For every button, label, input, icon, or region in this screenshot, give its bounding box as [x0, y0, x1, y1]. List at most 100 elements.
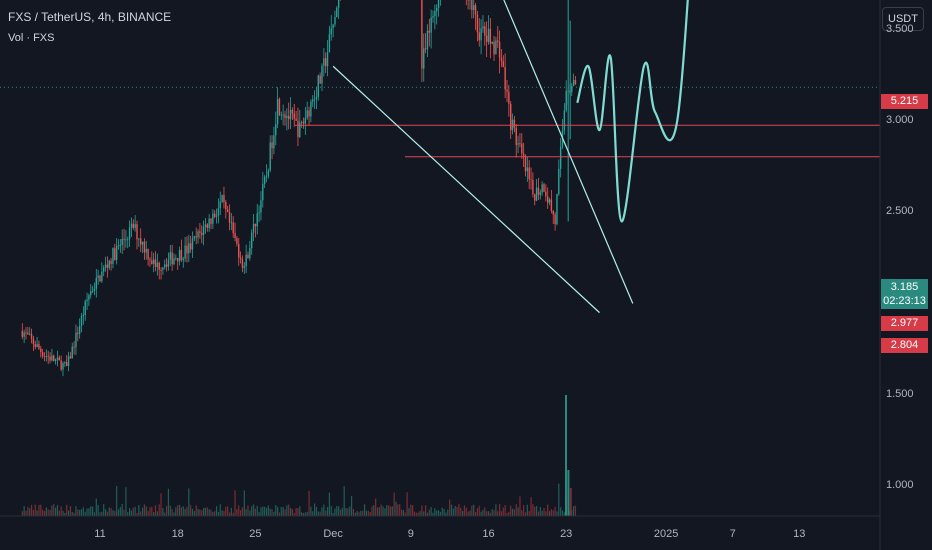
volume-bar — [190, 505, 192, 516]
candle-body — [271, 142, 273, 149]
candle-body — [53, 355, 55, 361]
candle-body — [188, 243, 190, 254]
volume-bar — [241, 507, 244, 516]
volume-bar — [291, 509, 293, 516]
volume-bar — [265, 508, 268, 516]
candle-body — [310, 101, 312, 117]
volume-bar — [23, 506, 25, 516]
volume-bar — [295, 508, 297, 516]
volume-bar — [27, 506, 29, 516]
wedge-lower-trendline — [332, 65, 600, 314]
candle-body — [64, 362, 66, 364]
candle-body — [56, 357, 59, 360]
candle-body — [480, 28, 482, 41]
candle-body — [526, 167, 529, 172]
volume-bar — [315, 506, 318, 516]
candle-body — [506, 89, 508, 92]
current-price-value: 3.185 — [890, 281, 919, 293]
candle-body — [545, 191, 547, 197]
candle-body — [254, 223, 257, 227]
volume-bar — [193, 511, 195, 516]
candle-body — [428, 30, 430, 33]
time-tick-label: 16 — [482, 528, 495, 540]
volume-bar — [160, 493, 162, 516]
volume-bar — [282, 506, 284, 516]
candle-body — [574, 80, 577, 85]
candle-body — [121, 238, 123, 246]
candle-body — [69, 356, 72, 359]
candle-body — [90, 291, 92, 296]
volume-bar — [412, 505, 414, 516]
volume-bar — [116, 486, 118, 516]
candle-body — [77, 332, 79, 334]
candle-body — [262, 183, 264, 201]
volume-bar — [539, 506, 541, 516]
candle-body — [289, 109, 292, 120]
volume-bar — [506, 512, 508, 516]
volume-bar — [38, 504, 40, 516]
time-tick-label: 23 — [560, 528, 573, 540]
volume-bar — [445, 512, 447, 516]
candle-body — [423, 48, 425, 69]
candle-body — [73, 346, 75, 348]
volume-bar — [336, 506, 338, 516]
candle-body — [230, 222, 233, 224]
candle-body — [212, 213, 214, 224]
price-tick-label: 1.000 — [886, 479, 914, 491]
volume-bar — [354, 512, 356, 516]
volume-bar — [178, 504, 181, 516]
candle-body — [99, 275, 101, 282]
volume-bar — [156, 511, 158, 516]
candle-body — [54, 359, 57, 361]
volume-bar — [256, 505, 258, 516]
volume-bar — [317, 511, 319, 516]
volume-bar — [484, 507, 486, 516]
candle-body — [225, 202, 227, 210]
candle-body — [197, 231, 199, 238]
projected-price-path — [576, 0, 689, 223]
volume-bar — [269, 508, 271, 516]
volume-bar — [321, 507, 323, 516]
volume-bar — [384, 508, 386, 516]
candle-body — [297, 120, 299, 138]
currency-button[interactable]: USDT — [882, 7, 924, 31]
candle-body — [245, 254, 247, 267]
candle-body — [522, 153, 525, 156]
candle-body — [487, 28, 490, 42]
volume-bar — [388, 505, 390, 516]
volume-bar — [326, 506, 329, 516]
candle-body — [143, 241, 146, 253]
volume-bar — [151, 506, 153, 516]
volume-bar — [330, 506, 332, 516]
candle-body — [267, 170, 270, 177]
volume-bar — [271, 509, 273, 516]
candle-body — [206, 224, 208, 228]
volume-bar — [197, 508, 199, 516]
candle-body — [291, 109, 294, 114]
volume-bar — [90, 506, 92, 516]
candle-body — [424, 48, 427, 50]
candle-body — [128, 227, 131, 240]
volume-bar — [204, 507, 207, 516]
candle-body — [41, 352, 44, 357]
volume-bar — [463, 505, 466, 516]
candle-body — [67, 356, 70, 366]
candle-body — [112, 248, 114, 264]
volume-bar — [323, 504, 325, 516]
volume-bar — [262, 506, 264, 516]
candle-body — [201, 232, 203, 235]
candle-body — [484, 26, 486, 36]
volume-bar — [467, 511, 469, 516]
volume-bar — [169, 505, 171, 516]
candle-body — [60, 360, 62, 370]
volume-bar — [430, 507, 432, 516]
candle-body — [154, 259, 157, 267]
candle-body — [215, 215, 218, 217]
volume-bar — [127, 512, 129, 516]
candle-body — [572, 80, 575, 87]
candle-body — [319, 75, 321, 84]
candle-body — [173, 258, 175, 265]
candle-body — [543, 184, 545, 192]
volume-bar — [273, 511, 275, 516]
